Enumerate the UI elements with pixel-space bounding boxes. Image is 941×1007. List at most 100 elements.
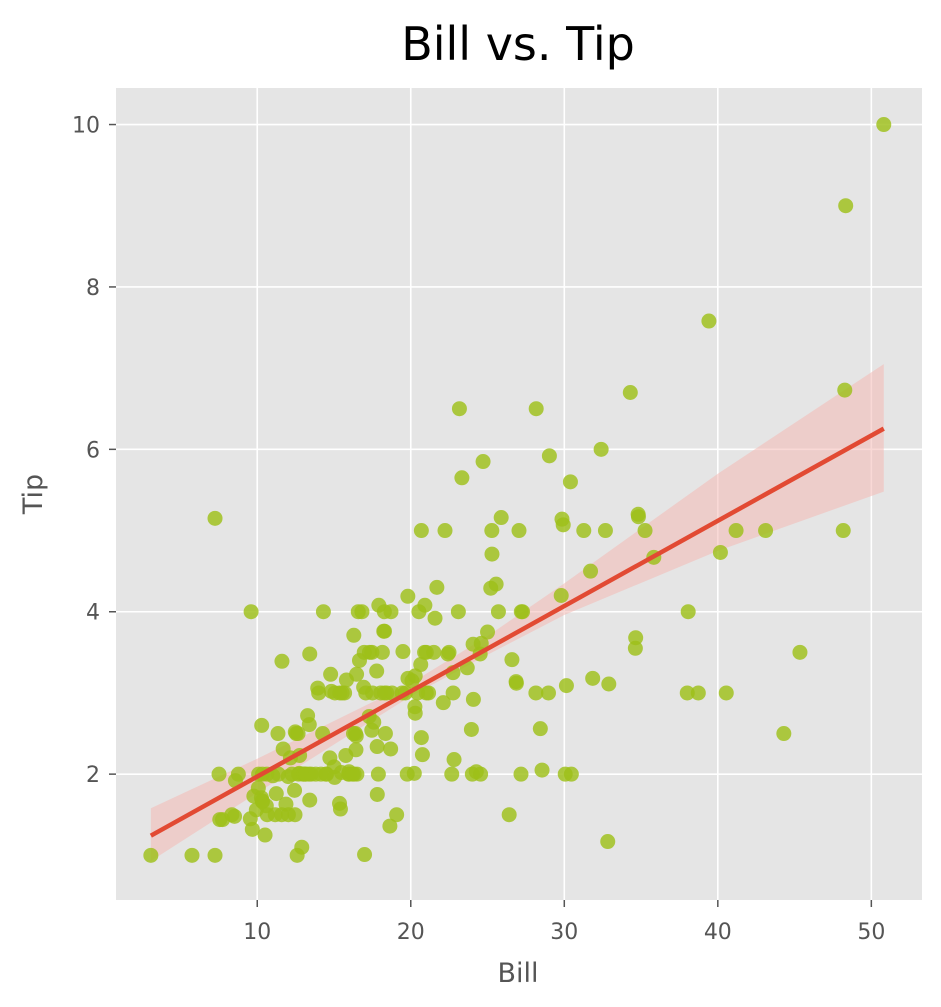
data-point — [454, 470, 470, 486]
data-point — [243, 604, 259, 620]
confidence-band-layer — [150, 364, 884, 862]
data-point — [553, 588, 569, 603]
data-point — [628, 630, 644, 646]
data-point — [315, 604, 331, 620]
data-point — [630, 509, 646, 525]
data-point — [446, 752, 462, 768]
data-point — [701, 313, 717, 329]
data-point — [323, 666, 339, 682]
data-point — [493, 510, 509, 526]
data-point — [435, 695, 451, 711]
data-point — [244, 821, 260, 837]
x-axis-label: Bill — [497, 958, 538, 989]
data-point — [287, 782, 303, 798]
y-tick-label: 2 — [86, 763, 100, 788]
data-point — [473, 766, 489, 782]
data-point — [475, 454, 491, 470]
data-point — [534, 762, 550, 778]
data-point — [427, 610, 443, 626]
data-point — [776, 726, 792, 742]
data-point — [270, 726, 286, 742]
data-point — [413, 523, 429, 539]
data-point — [369, 663, 385, 679]
y-tick-label: 10 — [72, 114, 100, 139]
data-point — [302, 646, 318, 662]
data-point — [463, 721, 479, 737]
y-tick-label: 6 — [86, 438, 100, 463]
data-point — [406, 765, 422, 781]
data-point — [413, 730, 429, 746]
data-point — [346, 627, 362, 643]
data-point — [792, 644, 808, 660]
data-point — [382, 818, 398, 834]
data-point — [585, 670, 601, 686]
data-point — [184, 847, 200, 863]
data-point — [230, 766, 246, 782]
data-point — [511, 523, 527, 539]
y-tick-label: 4 — [86, 601, 100, 626]
data-point — [718, 685, 734, 701]
data-point — [480, 624, 496, 640]
data-point — [364, 644, 380, 660]
data-point — [679, 685, 695, 701]
data-point — [562, 474, 578, 490]
x-tick-label: 30 — [550, 920, 578, 945]
data-point — [515, 604, 531, 620]
data-point — [532, 721, 548, 737]
data-point — [450, 604, 466, 620]
data-point — [421, 685, 437, 701]
data-point — [597, 523, 613, 539]
data-point — [207, 847, 223, 863]
data-point — [593, 441, 609, 457]
data-point — [528, 401, 544, 417]
data-point — [451, 401, 467, 417]
data-point — [369, 739, 385, 755]
regression-line-layer — [149, 426, 885, 838]
data-point — [583, 563, 599, 579]
data-point — [637, 523, 653, 539]
data-point — [835, 523, 851, 539]
x-tick-label: 20 — [397, 920, 425, 945]
data-point — [377, 726, 393, 742]
data-point — [354, 604, 370, 620]
data-point — [563, 766, 579, 782]
data-point — [426, 644, 442, 660]
data-point — [488, 576, 504, 592]
data-point — [429, 579, 445, 595]
data-point — [287, 807, 303, 823]
data-point — [369, 786, 385, 802]
data-point — [484, 523, 500, 539]
data-point — [417, 597, 433, 613]
data-point — [576, 523, 592, 539]
data-point — [407, 705, 423, 721]
data-point — [227, 808, 243, 824]
data-point — [366, 714, 382, 730]
data-point — [484, 546, 500, 562]
data-point — [268, 786, 284, 802]
data-point — [540, 685, 556, 701]
data-point — [690, 685, 706, 701]
data-point — [680, 604, 696, 620]
data-point — [383, 604, 399, 620]
data-point — [622, 385, 638, 400]
data-point — [349, 666, 365, 682]
data-point — [441, 644, 457, 660]
data-point — [513, 766, 529, 782]
data-point — [332, 801, 348, 817]
data-point — [528, 685, 544, 701]
data-point — [728, 523, 744, 539]
data-point — [374, 644, 390, 660]
data-point — [301, 717, 317, 733]
data-point — [207, 510, 223, 526]
data-point — [400, 588, 416, 604]
data-point — [302, 792, 318, 808]
chart-title: Bill vs. Tip — [401, 17, 635, 71]
data-point — [357, 847, 373, 863]
data-point — [349, 766, 365, 782]
y-axis-label: Tip — [18, 474, 49, 515]
data-point — [508, 675, 524, 691]
data-point — [377, 623, 393, 639]
data-point — [389, 807, 405, 823]
axis-ticks: 10 20 30 40 50 2 4 6 8 10 — [72, 114, 885, 945]
